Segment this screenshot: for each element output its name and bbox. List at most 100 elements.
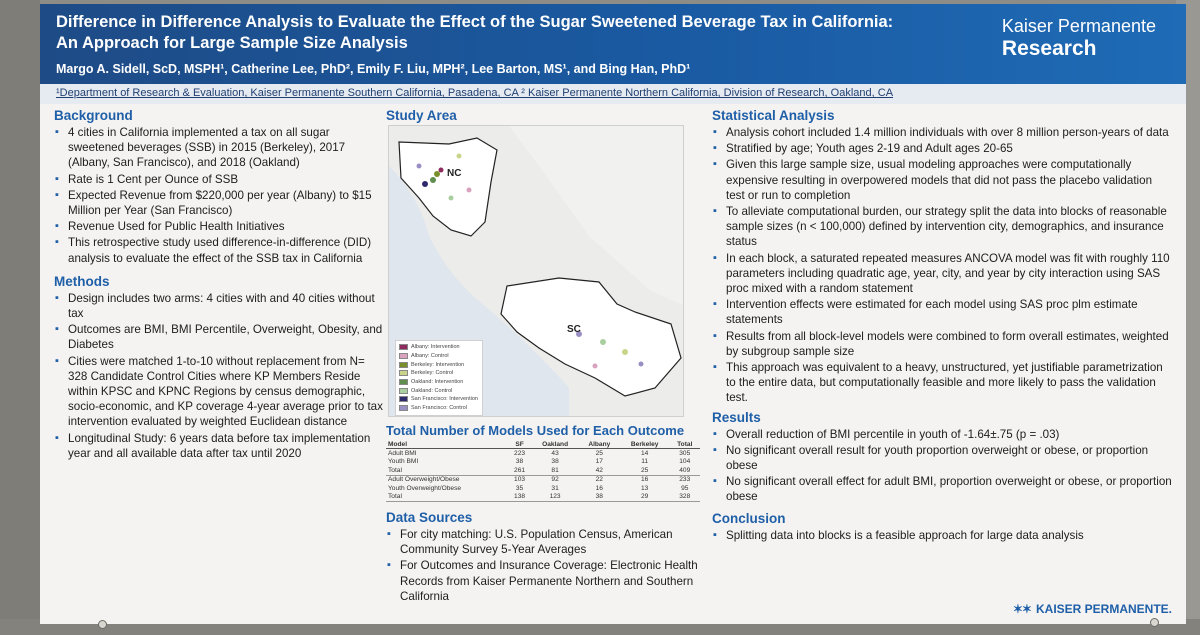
table-cell: 25 <box>595 449 603 457</box>
table-row: Youth Overweight/Obese 35 31 16 13 95 <box>386 484 700 493</box>
poster-header: Difference in Difference Analysis to Eva… <box>40 4 1186 84</box>
table-cell: 409 <box>669 466 700 476</box>
research-poster: Difference in Difference Analysis to Eva… <box>40 4 1186 624</box>
legend-item: Albany: Intervention <box>399 343 479 352</box>
affiliations-bar: ¹Department of Research & Evaluation, Ka… <box>40 84 1186 104</box>
list-item: Given this large sample size, usual mode… <box>712 157 1172 203</box>
map-legend: Albany: Intervention Albany: Control Ber… <box>395 340 483 416</box>
column-header: Total <box>669 440 700 450</box>
list-item: Results from all block-level models were… <box>712 329 1172 359</box>
legend-item: Oakland: Intervention <box>399 378 479 387</box>
list-item: For city matching: U.S. Population Censu… <box>386 527 704 557</box>
legend-swatch <box>399 344 408 351</box>
san-francisco-marker <box>422 181 428 187</box>
poster-title-line-2: An Approach for Large Sample Size Analys… <box>56 34 408 52</box>
table-row-total: Total 138 123 38 29 328 <box>386 492 700 503</box>
legend-item: Berkeley: Intervention <box>399 360 479 369</box>
pushpin-icon <box>98 620 107 629</box>
list-item: Longitudinal Study: 6 years data before … <box>54 431 384 461</box>
right-column: Statistical Analysis Analysis cohort inc… <box>712 108 1172 544</box>
kaiser-permanente-logo: ✶✶ KAISER PERMANENTE. <box>1013 602 1172 616</box>
table-cell: Adult BMI <box>388 449 417 457</box>
table-cell: Total <box>386 466 508 476</box>
middle-column: Study Area NC <box>386 108 704 605</box>
table-cell: 305 <box>679 449 691 457</box>
table-cell: 35 <box>515 484 524 492</box>
list-item: This approach was equivalent to a heavy,… <box>712 360 1172 406</box>
column-header: Berkeley <box>619 440 670 450</box>
column-header: Oakland <box>531 440 579 450</box>
legend-item: Berkeley: Control <box>399 369 479 378</box>
data-sources-heading: Data Sources <box>386 510 473 526</box>
list-item: For Outcomes and Insurance Coverage: Ele… <box>386 558 704 604</box>
legend-swatch <box>399 353 408 360</box>
oakland-marker <box>430 177 436 183</box>
column-header: SF <box>507 440 532 450</box>
table-cell: 11 <box>641 458 649 466</box>
table-row: Adult BMI 223 43 25 14 305 <box>386 449 700 458</box>
list-item: No significant overall result for youth … <box>712 443 1172 473</box>
legend-item: San Francisco: Intervention <box>399 395 479 404</box>
table-cell: 95 <box>681 484 689 492</box>
legend-swatch <box>399 396 408 403</box>
table-cell: Total <box>386 492 508 503</box>
list-item: Splitting data into blocks is a feasible… <box>712 528 1172 543</box>
conclusion-list: Splitting data into blocks is a feasible… <box>712 528 1172 543</box>
legend-swatch <box>399 361 408 368</box>
models-table: Model SF Oakland Albany Berkeley Total A… <box>386 440 700 503</box>
brand-line-2: Research <box>1001 37 1097 60</box>
data-sources-list: For city matching: U.S. Population Censu… <box>386 527 704 604</box>
list-item: Analysis cohort included 1.4 million ind… <box>712 125 1172 140</box>
table-cell: Youth BMI <box>388 458 419 466</box>
list-item: Outcomes are BMI, BMI Percentile, Overwe… <box>54 322 384 352</box>
affiliations: ¹Department of Research & Evaluation, Ka… <box>56 87 894 99</box>
legend-swatch <box>399 379 408 386</box>
list-item: Design includes two arms: 4 cities with … <box>54 291 384 321</box>
brand-line-1: Kaiser Permanente <box>1001 16 1156 36</box>
models-table-title: Total Number of Models Used for Each Out… <box>386 423 685 438</box>
legend-item: Oakland: Control <box>399 386 479 395</box>
pushpin-icon <box>1150 618 1159 627</box>
list-item: To alleviate computational burden, our s… <box>712 204 1172 250</box>
table-cell: 25 <box>619 466 670 476</box>
conclusion-heading: Conclusion <box>712 510 786 526</box>
table-header-row: Model SF Oakland Albany Berkeley Total <box>386 440 700 450</box>
table-cell: 29 <box>619 492 670 503</box>
table-cell: 22 <box>595 476 603 484</box>
list-item: 4 cities in California implemented a tax… <box>54 125 384 171</box>
poster-title-line-1: Difference in Difference Analysis to Eva… <box>56 13 894 31</box>
table-cell: 104 <box>679 458 691 466</box>
study-area-heading: Study Area <box>386 108 457 123</box>
statistical-analysis-list: Analysis cohort included 1.4 million ind… <box>712 125 1172 406</box>
kp-research-brand: Kaiser Permanente Research <box>1002 16 1156 61</box>
list-item: Rate is 1 Cent per Ounce of SSB <box>54 172 384 187</box>
nc-region-label: NC <box>447 168 461 179</box>
table-cell: 13 <box>641 484 649 492</box>
table-cell: 38 <box>578 492 620 503</box>
table-cell: 43 <box>551 449 559 457</box>
table-cell: 14 <box>641 449 649 457</box>
background-list: 4 cities in California implemented a tax… <box>54 125 384 266</box>
kp-logo-text: KAISER PERMANENTE. <box>1035 602 1172 616</box>
table-cell: 42 <box>578 466 620 476</box>
legend-item: San Francisco: Control <box>399 404 479 413</box>
table-cell: 138 <box>507 492 532 503</box>
table-row: Adult Overweight/Obese 103 92 22 16 233 <box>386 475 700 484</box>
legend-swatch <box>399 387 408 394</box>
table-cell: 31 <box>551 484 559 492</box>
list-item: Expected Revenue from $220,000 per year … <box>54 188 384 218</box>
list-item: In each block, a saturated repeated meas… <box>712 251 1172 297</box>
california-study-area-map: NC SC Albany: Intervention Albany: Contr… <box>388 125 684 417</box>
left-column: Background 4 cities in California implem… <box>54 108 384 462</box>
methods-list: Design includes two arms: 4 cities with … <box>54 291 384 461</box>
legend-swatch <box>399 405 408 412</box>
table-cell: 38 <box>515 458 524 466</box>
table-cell: 38 <box>551 458 559 466</box>
results-list: Overall reduction of BMI percentile in y… <box>712 427 1172 505</box>
table-cell: Adult Overweight/Obese <box>388 476 460 484</box>
legend-item: Albany: Control <box>399 352 479 361</box>
results-heading: Results <box>712 409 761 425</box>
corkboard-left-edge <box>0 0 40 635</box>
table-cell: 81 <box>531 466 579 476</box>
column-header: Albany <box>578 440 620 450</box>
